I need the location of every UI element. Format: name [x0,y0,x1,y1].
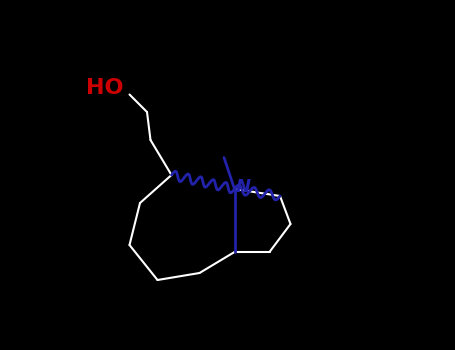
Text: HO: HO [86,77,124,98]
Text: N: N [236,178,251,196]
